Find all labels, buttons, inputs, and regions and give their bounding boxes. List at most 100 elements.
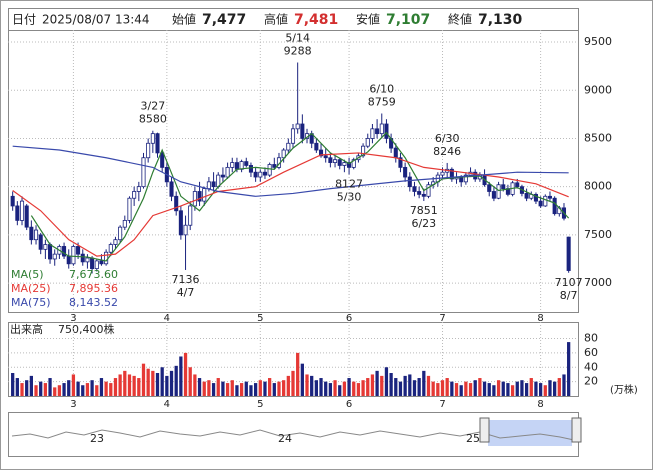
x-tick-label: 7 [439, 399, 445, 410]
candle-body [80, 253, 85, 263]
volume-bar [459, 385, 463, 396]
volume-bar [296, 352, 300, 396]
volume-bar [384, 367, 389, 396]
volume-bar [95, 385, 99, 396]
volume-bar [15, 378, 19, 396]
y-tick-label: 40 [584, 360, 598, 373]
value: 7,107 [386, 12, 430, 28]
volume-panel [8, 322, 579, 397]
volume-label: 出来高 [10, 322, 43, 336]
navigator-handle[interactable] [479, 417, 490, 443]
volume-bar [403, 375, 407, 396]
candle-body [333, 159, 338, 163]
candle-body [62, 246, 67, 257]
volume-current: 750,400株 [58, 322, 115, 336]
volume-bar [319, 378, 323, 396]
volume-bar [487, 383, 491, 396]
volume-bar [510, 385, 515, 396]
volume-bar [567, 342, 571, 396]
candle-body [370, 128, 375, 139]
annotation-value: 8580 [139, 113, 167, 126]
candle-body [515, 182, 520, 188]
volume-bar [282, 380, 286, 396]
navigator-handle[interactable] [571, 417, 582, 443]
volume-bar [202, 381, 206, 396]
candle-body [398, 157, 403, 168]
candle-body [174, 195, 179, 212]
volume-bar [506, 383, 510, 396]
x-tick-label: 6 [346, 313, 352, 324]
label: 終値 [448, 12, 472, 27]
volume-bar [160, 367, 164, 396]
volume-bar [408, 374, 412, 396]
volume-bar [277, 381, 281, 396]
volume-bar [174, 365, 178, 396]
y-tick-label: 8500 [584, 131, 612, 144]
volume-unit: (万株) [610, 383, 638, 396]
candle-body [337, 159, 342, 166]
volume-bar [272, 383, 276, 396]
candle-body [188, 205, 193, 226]
y-tick-label: 7500 [584, 228, 612, 241]
volume-bar [193, 374, 197, 396]
volume-bar [183, 352, 188, 396]
volume-bar [53, 387, 57, 396]
candle-body [211, 181, 216, 188]
x-tick-label: 5 [257, 399, 263, 410]
candle-body [347, 162, 352, 168]
volume-bar [492, 385, 496, 396]
volume-bar [20, 383, 24, 396]
candle-body [155, 133, 160, 154]
candle-body [290, 128, 296, 144]
candle-body [412, 186, 417, 192]
volume-bar [436, 383, 440, 396]
volume-bar [375, 370, 379, 396]
volume-bar [113, 378, 118, 396]
volume-bar [99, 378, 104, 396]
y-tick-label: 80 [584, 332, 598, 345]
candle-body [146, 142, 151, 159]
candle-body [281, 149, 286, 159]
volume-bar [342, 381, 347, 396]
volume-bar [440, 380, 445, 396]
volume-bar [496, 380, 501, 396]
volume-bar [389, 373, 393, 396]
candle-body [230, 162, 235, 168]
candle-body [384, 123, 389, 139]
volume-bar [398, 381, 403, 396]
candle-body [99, 260, 104, 265]
candle-body [342, 162, 347, 166]
y-tick-label: 8000 [584, 180, 612, 193]
candle-body [459, 176, 464, 183]
candle-body [403, 166, 408, 178]
annotation-value: 8246 [433, 145, 461, 158]
x-tick-label: 3 [70, 399, 76, 410]
annotation-date: 3/27 [140, 100, 165, 113]
annotation-value: 7851 [410, 204, 438, 217]
annotation-date: 6/23 [411, 217, 436, 230]
volume-bar [338, 385, 342, 396]
volume-bar [132, 375, 136, 396]
candle-body [108, 244, 113, 253]
candle-body [421, 193, 426, 197]
annotation-value: 9288 [284, 44, 312, 57]
annotation-value: 7107 [555, 276, 583, 289]
volume-bar [347, 378, 351, 396]
candle-body [48, 244, 53, 260]
candle-body [463, 174, 468, 183]
volume-bar [473, 380, 477, 396]
candle-body [314, 142, 319, 151]
candle-body [300, 123, 305, 139]
candle-body [393, 147, 398, 159]
volume-bar [548, 380, 552, 396]
legend-name: MA(25) [11, 282, 51, 295]
candle-body [449, 168, 454, 180]
volume-bar [524, 383, 529, 396]
volume-bar [155, 373, 160, 396]
volume-bar [468, 383, 473, 396]
volume-bar [104, 381, 108, 396]
volume-bar [422, 370, 426, 396]
candle-body [426, 184, 431, 197]
volume-bar [361, 380, 365, 396]
volume-bar [394, 378, 398, 396]
